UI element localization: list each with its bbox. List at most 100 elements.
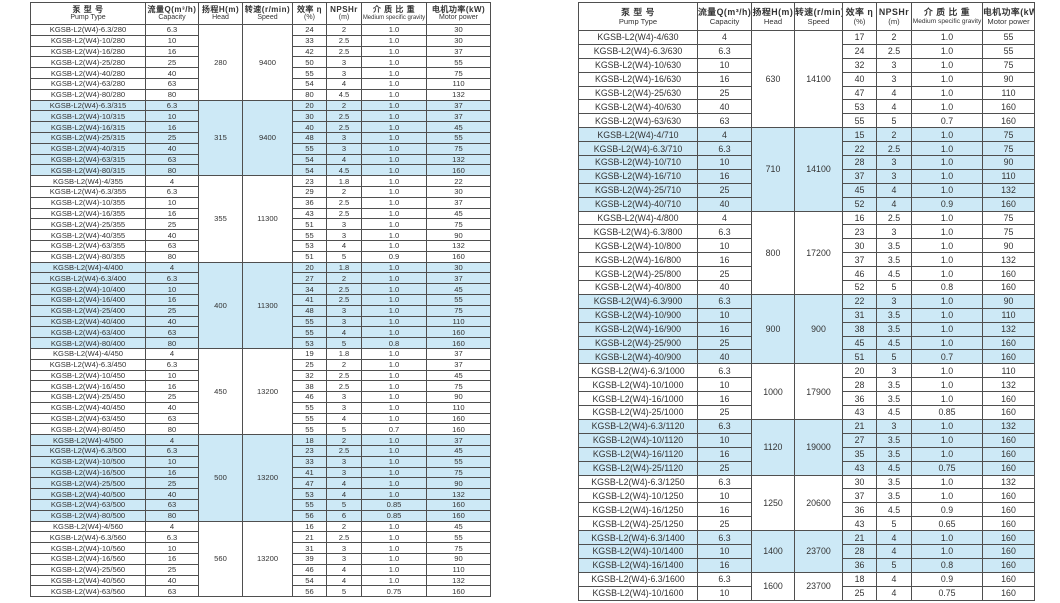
cell-efficiency: 28 <box>842 377 877 393</box>
cell-pump-type: KGSB-L2(W4)-63/280 <box>30 77 146 90</box>
cell-motor-power: 160 <box>426 250 491 263</box>
cell-medium-gravity: 1.0 <box>361 283 427 295</box>
cell-capacity: 10 <box>145 283 199 295</box>
cell-capacity: 6.3 <box>697 293 752 309</box>
table-row: KGSB-L2(W4)-80/355 80 51 5 0.9 160 <box>30 250 491 263</box>
cell-npshr: 4.5 <box>876 502 912 518</box>
cell-npshr: 4 <box>876 196 912 212</box>
cell-speed: 23700 <box>794 530 843 573</box>
cell-motor-power: 30 <box>426 24 491 36</box>
cell-pump-type: KGSB-L2(W4)-6.3/630 <box>578 43 698 59</box>
cell-medium-gravity: 1.0 <box>361 520 427 533</box>
cell-npshr: 2.5 <box>326 445 362 457</box>
cell-efficiency: 46 <box>292 391 327 403</box>
cell-efficiency: 53 <box>292 239 327 252</box>
cell-speed: 9400 <box>242 24 293 101</box>
cell-pump-type: KGSB-L2(W4)-63/560 <box>30 585 146 598</box>
cell-npshr: 4.5 <box>876 266 912 282</box>
cell-efficiency: 53 <box>292 488 327 501</box>
cell-capacity: 25 <box>697 182 752 198</box>
col-header-zh: 流量Q(m³/h) <box>698 6 752 17</box>
table-row: KGSB-L2(W4)-16/315 16 40 2.5 1.0 45 <box>30 121 491 133</box>
cell-motor-power: 55 <box>982 30 1035 45</box>
cell-motor-power: 75 <box>982 141 1035 157</box>
header-row: 泵 型 号 Pump Type 流量Q(m³/h) Capacity 扬程H(m) Hea… <box>30 2 491 25</box>
col-header-zh: 转速(r/min) <box>244 4 291 14</box>
table-row: KGSB-L2(W4)-63/355 63 53 4 1.0 132 <box>30 239 491 252</box>
cell-capacity: 6.3 <box>697 224 752 240</box>
cell-medium-gravity: 1.0 <box>911 488 983 504</box>
cell-npshr: 5 <box>876 516 912 532</box>
cell-efficiency: 18 <box>292 434 327 447</box>
cell-npshr: 2.5 <box>326 34 362 47</box>
cell-capacity: 25 <box>145 131 199 144</box>
cell-medium-gravity: 0.7 <box>361 423 427 436</box>
cell-medium-gravity: 1.0 <box>361 164 427 177</box>
cell-pump-type: KGSB-L2(W4)-10/500 <box>30 455 146 468</box>
cell-efficiency: 51 <box>842 349 877 365</box>
cell-medium-gravity: 1.0 <box>361 67 427 79</box>
cell-medium-gravity: 0.8 <box>361 337 427 349</box>
cell-capacity: 6.3 <box>697 530 752 545</box>
cell-motor-power: 110 <box>426 563 491 576</box>
cell-capacity: 10 <box>145 369 199 382</box>
cell-medium-gravity: 1.0 <box>361 185 427 198</box>
cell-medium-gravity: 0.9 <box>911 196 983 212</box>
table-row: KGSB-L2(W4)-6.3/1250 6.3 1250 20600 30 3.5 1.0… <box>578 474 1035 532</box>
cell-medium-gravity: 1.0 <box>911 85 983 101</box>
table-row: KGSB-L2(W4)-4/355 4 355 11300 23 1.8 1.0 22 <box>30 175 491 263</box>
cell-motor-power: 37 <box>426 99 491 112</box>
cell-npshr: 4 <box>326 153 362 166</box>
cell-medium-gravity: 0.65 <box>911 516 983 532</box>
col-header-capacity: 流量Q(m³/h) Capacity <box>697 2 752 31</box>
cell-medium-gravity: 1.0 <box>361 131 427 144</box>
cell-npshr: 4 <box>326 574 362 587</box>
cell-speed: 17900 <box>794 363 843 420</box>
cell-npshr: 3 <box>326 229 362 241</box>
cell-medium-gravity: 1.0 <box>361 455 427 468</box>
cell-capacity: 25 <box>145 477 199 490</box>
table-row: KGSB-L2(W4)-10/315 10 30 2.5 1.0 37 <box>30 110 491 123</box>
cell-pump-type: KGSB-L2(W4)-25/1120 <box>578 460 698 476</box>
cell-pump-type: KGSB-L2(W4)-80/355 <box>30 250 146 263</box>
cell-medium-gravity: 1.0 <box>361 239 427 252</box>
cell-capacity: 63 <box>145 585 199 598</box>
cell-motor-power: 160 <box>426 326 491 339</box>
cell-medium-gravity: 1.0 <box>911 168 983 184</box>
cell-head: 315 <box>198 99 243 177</box>
cell-efficiency: 15 <box>842 127 877 143</box>
cell-pump-type: KGSB-L2(W4)-4/710 <box>578 127 698 143</box>
cell-capacity: 10 <box>145 542 199 555</box>
cell-efficiency: 47 <box>842 85 877 101</box>
cell-pump-type: KGSB-L2(W4)-10/710 <box>578 155 698 170</box>
cell-motor-power: 75 <box>426 380 491 393</box>
col-header-en: Pump Type <box>70 14 106 22</box>
cell-motor-power: 160 <box>426 164 491 177</box>
cell-pump-type: KGSB-L2(W4)-40/800 <box>578 280 698 295</box>
cell-npshr: 3.5 <box>876 391 912 407</box>
cell-head: 400 <box>198 261 243 349</box>
cell-pump-type: KGSB-L2(W4)-25/560 <box>30 563 146 576</box>
col-header-zh: 效率 η <box>296 4 323 14</box>
cell-motor-power: 30 <box>426 261 491 274</box>
table-row: KGSB-L2(W4)-25/450 25 46 3 1.0 90 <box>30 391 491 403</box>
cell-motor-power: 55 <box>426 455 491 468</box>
cell-motor-power: 132 <box>426 88 491 101</box>
cell-efficiency: 35 <box>842 446 877 462</box>
cell-motor-power: 160 <box>982 266 1035 282</box>
cell-efficiency: 42 <box>292 45 327 58</box>
cell-pump-type: KGSB-L2(W4)-40/560 <box>30 574 146 587</box>
cell-medium-gravity: 1.0 <box>911 71 983 87</box>
cell-efficiency: 50 <box>292 56 327 69</box>
cell-motor-power: 37 <box>426 272 491 285</box>
cell-medium-gravity: 1.0 <box>911 418 983 434</box>
cell-efficiency: 33 <box>292 34 327 47</box>
cell-motor-power: 90 <box>982 293 1035 309</box>
cell-medium-gravity: 1.0 <box>911 377 983 393</box>
col-header-speed: 转速(r/min) Speed <box>242 2 293 25</box>
cell-efficiency: 18 <box>842 571 877 587</box>
cell-npshr: 3 <box>876 168 912 184</box>
cell-motor-power: 160 <box>426 423 491 436</box>
cell-pump-type: KGSB-L2(W4)-16/355 <box>30 207 146 220</box>
